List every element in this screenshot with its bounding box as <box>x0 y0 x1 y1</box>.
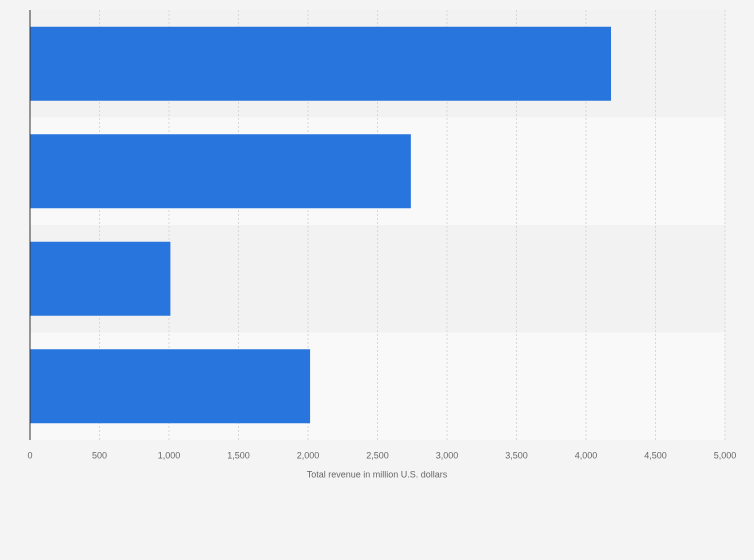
x-tick-label: 5,000 <box>714 450 737 460</box>
x-tick-label: 2,500 <box>366 450 389 460</box>
x-tick-label: 4,500 <box>644 450 667 460</box>
bar <box>30 26 612 101</box>
x-tick-label: 3,500 <box>505 450 528 460</box>
x-tick-label: 3,000 <box>436 450 459 460</box>
bar <box>30 349 311 424</box>
x-tick-label: 4,000 <box>575 450 598 460</box>
x-tick-label: 500 <box>92 450 107 460</box>
x-tick-label: 0 <box>27 450 32 460</box>
bar <box>30 241 171 316</box>
x-tick-label: 2,000 <box>297 450 320 460</box>
x-tick-label: 1,500 <box>227 450 250 460</box>
bar <box>30 134 411 209</box>
x-axis-label: Total revenue in million U.S. dollars <box>307 469 448 479</box>
x-tick-label: 1,000 <box>158 450 181 460</box>
